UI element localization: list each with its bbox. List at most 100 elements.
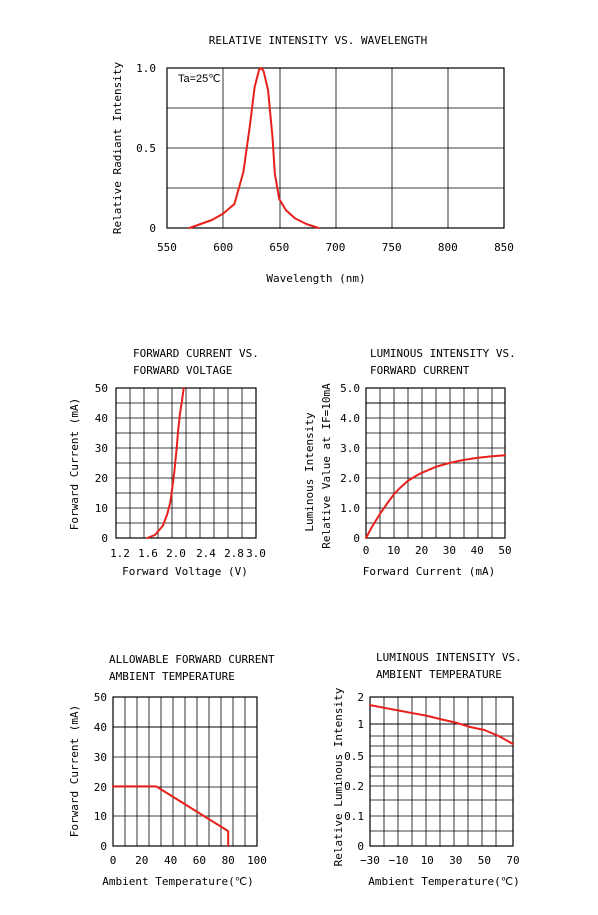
chart5-title-line2: AMBIENT TEMPERATURE <box>376 668 502 681</box>
chart4-x-axis-label: Ambient Temperature(℃) <box>102 875 253 888</box>
chart3-series-line <box>365 454 506 539</box>
x-tick-label: 800 <box>438 241 458 254</box>
x-tick-label: 30 <box>443 544 456 557</box>
chart2-title-line2: FORWARD VOLTAGE <box>133 364 232 377</box>
chart3-title-line2: FORWARD CURRENT <box>370 364 470 377</box>
chart3-tick-labels: 0 10 20 30 40 50 0 1.0 2.0 3.0 4.0 5.0 <box>340 382 512 557</box>
x-tick-label: 50 <box>498 544 511 557</box>
chart2-grid <box>116 388 256 538</box>
chart5-title-line1: LUMINOUS INTENSITY VS. <box>376 651 522 664</box>
chart4-series-line <box>112 785 230 847</box>
chart5-y-axis-label: Relative Luminous Intensity <box>332 687 345 866</box>
y-tick-label: 0 <box>100 840 107 853</box>
chart4-title-line2: AMBIENT TEMPERATURE <box>109 670 235 683</box>
x-tick-label: 750 <box>382 241 402 254</box>
y-tick-label: 30 <box>94 751 107 764</box>
x-tick-label: 2.4 <box>196 547 216 560</box>
x-tick-label: 30 <box>449 854 462 867</box>
chart3-plot-frame <box>365 387 506 539</box>
chart4-y-axis-label: Forward Current (mA) <box>68 705 81 837</box>
y-tick-label: 1.0 <box>340 502 360 515</box>
chart2-y-axis-label: Forward Current (mA) <box>68 398 81 530</box>
y-tick-label: 10 <box>95 502 108 515</box>
y-tick-label: 30 <box>95 442 108 455</box>
chart-intensity-vs-wavelength: RELATIVE INTENSITY VS. WAVELENGTH Ta=25℃… <box>111 34 514 285</box>
y-tick-label: 40 <box>95 412 108 425</box>
y-tick-label: 1 <box>357 718 364 731</box>
chart4-title-line1: ALLOWABLE FORWARD CURRENT <box>109 653 275 666</box>
y-tick-label: 20 <box>95 472 108 485</box>
chart-current-vs-temperature: ALLOWABLE FORWARD CURRENT AMBIENT TEMPER… <box>68 653 275 888</box>
chart3-x-axis-label: Forward Current (mA) <box>363 565 495 578</box>
chart5-series-line <box>369 704 514 745</box>
chart4-tick-labels: 0 20 40 60 80 100 0 10 20 30 40 50 <box>94 691 267 867</box>
y-tick-label: 5.0 <box>340 382 360 395</box>
y-tick-label: 2 <box>357 691 364 704</box>
y-tick-label: 2.0 <box>340 472 360 485</box>
x-tick-label: 850 <box>494 241 514 254</box>
chart3-title-line1: LUMINOUS INTENSITY VS. <box>370 347 516 360</box>
chart-luminous-vs-temperature: LUMINOUS INTENSITY VS. AMBIENT TEMPERATU… <box>332 651 522 888</box>
chart1-x-axis-label: Wavelength (nm) <box>266 272 365 285</box>
x-tick-label: 650 <box>269 241 289 254</box>
y-tick-label: 0.5 <box>136 142 156 155</box>
chart4-grid <box>113 697 257 846</box>
chart-current-vs-voltage: FORWARD CURRENT VS. FORWARD VOLTAGE Forw… <box>68 347 266 578</box>
chart2-tick-labels: 1.2 1.6 2.0 2.4 2.8 3.0 0 10 20 30 40 50 <box>95 382 266 560</box>
y-tick-label: 40 <box>94 721 107 734</box>
chart2-series-line <box>146 387 185 539</box>
y-tick-label: 0 <box>101 532 108 545</box>
x-tick-label: −10 <box>389 854 409 867</box>
chart1-tick-labels: 550 600 650 700 750 800 850 0 0.5 1.0 <box>136 62 514 254</box>
x-tick-label: −30 <box>360 854 380 867</box>
x-tick-label: 1.6 <box>138 547 158 560</box>
x-tick-label: 3.0 <box>246 547 266 560</box>
chart1-grid <box>167 68 504 228</box>
x-tick-label: 550 <box>157 241 177 254</box>
x-tick-label: 40 <box>471 544 484 557</box>
chart2-x-axis-label: Forward Voltage (V) <box>122 565 248 578</box>
y-tick-label: 20 <box>94 781 107 794</box>
y-tick-label: 1.0 <box>136 62 156 75</box>
x-tick-label: 20 <box>135 854 148 867</box>
x-tick-label: 600 <box>213 241 233 254</box>
x-tick-label: 2.0 <box>166 547 186 560</box>
x-tick-label: 60 <box>193 854 206 867</box>
chart3-y-axis-label-line1: Luminous Intensity <box>303 412 316 532</box>
chart1-temperature-annotation: Ta=25℃ <box>178 73 221 85</box>
chart-luminous-vs-current: LUMINOUS INTENSITY VS. FORWARD CURRENT F… <box>303 347 516 578</box>
y-tick-label: 3.0 <box>340 442 360 455</box>
chart4-plot-frame <box>112 696 258 847</box>
x-tick-label: 1.2 <box>110 547 130 560</box>
chart1-title: RELATIVE INTENSITY VS. WAVELENGTH <box>209 34 428 47</box>
y-tick-label: 0 <box>357 840 364 853</box>
x-tick-label: 40 <box>164 854 177 867</box>
x-tick-label: 2.8 <box>224 547 244 560</box>
x-tick-label: 70 <box>506 854 519 867</box>
y-tick-label: 0.5 <box>344 750 364 763</box>
y-tick-label: 0 <box>149 222 156 235</box>
y-tick-label: 50 <box>94 691 107 704</box>
chart5-x-axis-label: Ambient Temperature(℃) <box>368 875 519 888</box>
x-tick-label: 50 <box>478 854 491 867</box>
y-tick-label: 50 <box>95 382 108 395</box>
x-tick-label: 0 <box>110 854 117 867</box>
chart3-y-axis-label-line2: Relative Value at IF=10mA <box>320 383 333 549</box>
chart1-series-line <box>188 67 320 229</box>
x-tick-label: 10 <box>387 544 400 557</box>
y-tick-label: 0.1 <box>344 810 364 823</box>
y-tick-label: 0.2 <box>344 780 364 793</box>
x-tick-label: 700 <box>326 241 346 254</box>
chart3-grid <box>366 388 505 538</box>
x-tick-label: 10 <box>421 854 434 867</box>
y-tick-label: 0 <box>353 532 360 545</box>
x-tick-label: 80 <box>222 854 235 867</box>
chart2-title-line1: FORWARD CURRENT VS. <box>133 347 259 360</box>
chart2-plot-frame <box>115 387 257 539</box>
x-tick-label: 20 <box>415 544 428 557</box>
chart1-y-axis-label: Relative Radiant Intensity <box>111 62 124 235</box>
chart1-plot-frame <box>166 67 505 229</box>
y-tick-label: 10 <box>94 810 107 823</box>
chart5-tick-labels: −30 −10 10 30 50 70 0 0.1 0.2 0.5 1 2 <box>344 691 520 867</box>
